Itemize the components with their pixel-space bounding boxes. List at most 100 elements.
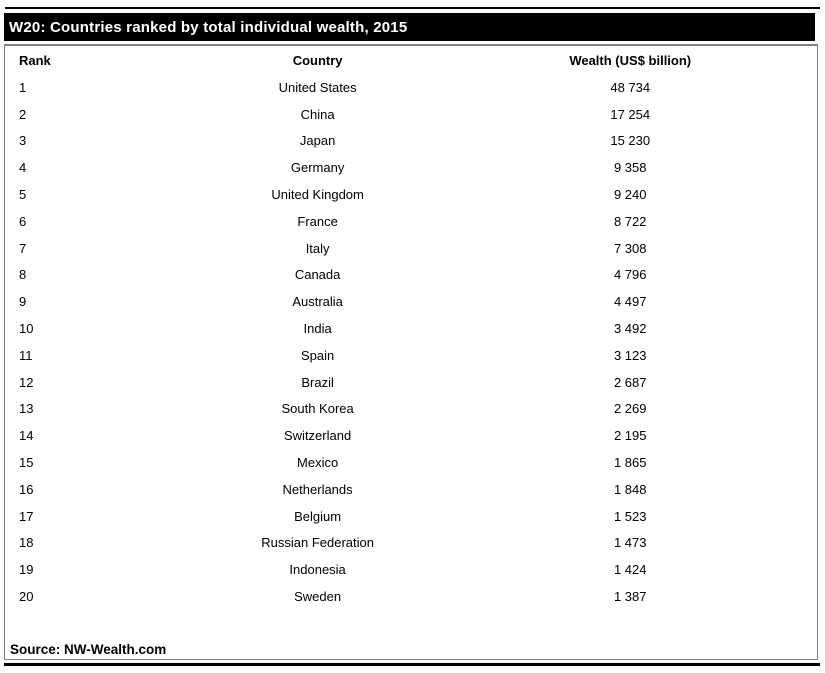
spacer-cell: [736, 288, 817, 315]
country-cell: United Kingdom: [271, 187, 364, 203]
country-cell: Canada: [294, 267, 341, 283]
country-cell: Japan: [299, 133, 336, 149]
wealth-cell: 4 497: [613, 294, 647, 310]
table-header-row: Rank Country Wealth (US$ billion): [5, 46, 817, 74]
country-cell: France: [297, 213, 338, 229]
table-row: 14 Switzerland 2 195: [5, 422, 817, 449]
spacer-cell: [736, 583, 817, 610]
country-cell: Indonesia: [289, 562, 346, 578]
rank-cell: 20: [19, 589, 34, 605]
rank-cell: 5: [19, 187, 27, 203]
country-cell: Brazil: [301, 374, 334, 390]
wealth-cell: 2 687: [613, 374, 647, 390]
table-row: 4 Germany 9 358: [5, 154, 817, 181]
wealth-cell: 1 523: [613, 508, 647, 524]
spacer-cell: [736, 315, 817, 342]
rank-cell: 10: [19, 321, 34, 337]
table-body: 1 United States 48 734 2 China 17 254 3 Japan 15…: [5, 74, 817, 610]
rank-cell: 12: [19, 374, 34, 390]
rank-cell: 7: [19, 240, 27, 256]
spacer-cell: [736, 369, 817, 396]
country-cell: South Korea: [281, 401, 354, 417]
column-header-rank: Rank: [19, 52, 51, 68]
table-row: 17 Belgium 1 523: [5, 503, 817, 530]
table-row: 8 Canada 4 796: [5, 262, 817, 289]
wealth-cell: 1 387: [613, 589, 647, 605]
spacer-cell: [736, 154, 817, 181]
country-cell: Sweden: [294, 589, 342, 605]
table-row: 12 Brazil 2 687: [5, 369, 817, 396]
table-row: 19 Indonesia 1 424: [5, 556, 817, 583]
country-cell: Netherlands: [282, 481, 353, 497]
wealth-table-box: Rank Country Wealth (US$ billion) 1 Unite…: [4, 44, 818, 660]
country-cell: Germany: [290, 160, 345, 176]
rank-cell: 9: [19, 294, 27, 310]
wealth-cell: 2 195: [613, 428, 647, 444]
table-row: 18 Russian Federation 1 473: [5, 530, 817, 557]
table-row: 5 United Kingdom 9 240: [5, 181, 817, 208]
country-cell: Mexico: [297, 455, 339, 471]
spacer-cell: [736, 74, 817, 101]
spacer-cell: [736, 449, 817, 476]
wealth-cell: 1 424: [613, 562, 647, 578]
country-cell: Italy: [305, 240, 330, 256]
column-header-spacer: [736, 46, 817, 74]
spacer-cell: [736, 342, 817, 369]
wealth-cell: 4 796: [613, 267, 647, 283]
table-row: 6 France 8 722: [5, 208, 817, 235]
rank-cell: 2: [19, 106, 27, 122]
rank-cell: 3: [19, 133, 27, 149]
country-cell: China: [300, 106, 335, 122]
wealth-cell: 3 123: [613, 347, 647, 363]
wealth-cell: 2 269: [613, 401, 647, 417]
bottom-rule: [4, 663, 820, 666]
spacer-cell: [736, 128, 817, 155]
wealth-cell: 7 308: [613, 240, 647, 256]
spacer-cell: [736, 503, 817, 530]
table-row: 1 United States 48 734: [5, 74, 817, 101]
rank-cell: 14: [19, 428, 34, 444]
wealth-cell: 3 492: [613, 321, 647, 337]
country-cell: United States: [278, 79, 357, 95]
wealth-cell: 9 240: [613, 187, 647, 203]
spacer-cell: [736, 235, 817, 262]
table-row: 15 Mexico 1 865: [5, 449, 817, 476]
wealth-table: Rank Country Wealth (US$ billion) 1 Unite…: [5, 46, 817, 610]
spacer-cell: [736, 530, 817, 557]
table-row: 13 South Korea 2 269: [5, 396, 817, 423]
rank-cell: 1: [19, 79, 27, 95]
spacer-cell: [736, 101, 817, 128]
wealth-cell: 1 473: [613, 535, 647, 551]
spacer-cell: [736, 208, 817, 235]
wealth-cell: 48 734: [610, 79, 651, 95]
top-rule: [5, 7, 820, 9]
rank-cell: 17: [19, 508, 34, 524]
wealth-cell: 1 865: [613, 455, 647, 471]
spacer-cell: [736, 422, 817, 449]
spacer-cell: [736, 396, 817, 423]
rank-cell: 13: [19, 401, 34, 417]
column-header-wealth: Wealth (US$ billion): [569, 52, 692, 68]
rank-cell: 19: [19, 562, 34, 578]
spacer-cell: [736, 181, 817, 208]
table-row: 3 Japan 15 230: [5, 128, 817, 155]
wealth-cell: 15 230: [610, 133, 651, 149]
wealth-cell: 9 358: [613, 160, 647, 176]
country-cell: Switzerland: [284, 428, 352, 444]
country-cell: Spain: [300, 347, 335, 363]
rank-cell: 11: [19, 347, 33, 363]
table-row: 16 Netherlands 1 848: [5, 476, 817, 503]
spacer-cell: [736, 476, 817, 503]
rank-cell: 15: [19, 455, 34, 471]
column-header-country: Country: [292, 52, 343, 68]
country-cell: Russian Federation: [261, 535, 374, 551]
table-row: 7 Italy 7 308: [5, 235, 817, 262]
page-title: W20: Countries ranked by total individua…: [9, 18, 408, 36]
table-row: 10 India 3 492: [5, 315, 817, 342]
rank-cell: 18: [19, 535, 34, 551]
wealth-cell: 1 848: [613, 481, 647, 497]
country-cell: India: [303, 321, 332, 337]
table-row: 11 Spain 3 123: [5, 342, 817, 369]
title-bar: W20: Countries ranked by total individua…: [4, 13, 815, 41]
